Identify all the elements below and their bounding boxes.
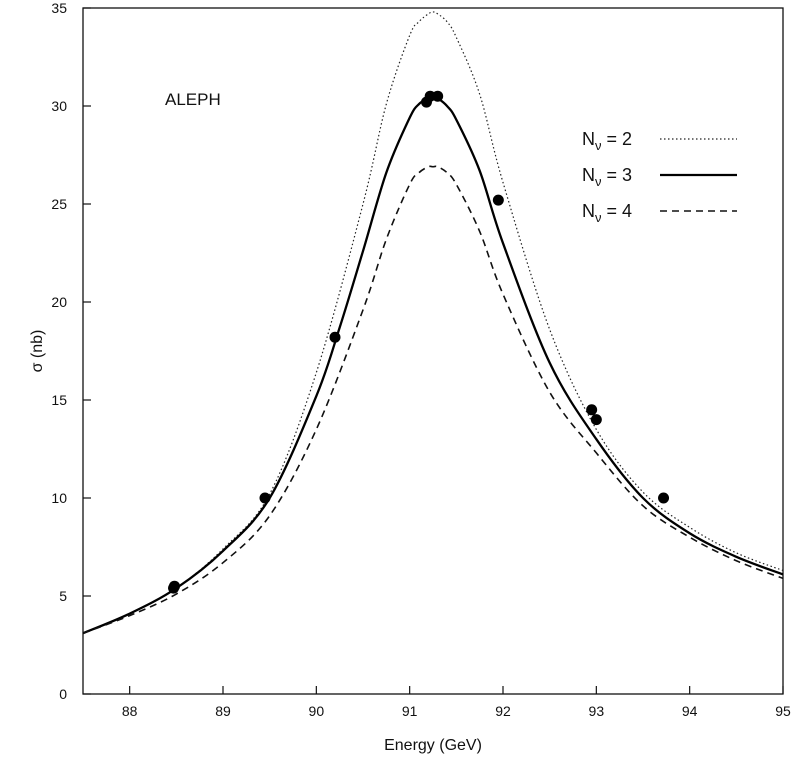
x-tick-label: 91 xyxy=(402,703,418,719)
data-point xyxy=(329,331,341,343)
y-tick-label: 10 xyxy=(51,490,67,506)
y-tick-label: 0 xyxy=(59,686,67,702)
legend: Nν = 2 Nν = 3 Nν = 4 xyxy=(582,129,737,225)
legend-label-2: Nν = 3 xyxy=(582,165,632,189)
x-tick-label: 95 xyxy=(775,703,791,719)
x-tick-label: 92 xyxy=(495,703,511,719)
y-tick-label: 35 xyxy=(51,0,67,16)
data-point xyxy=(168,580,180,592)
data-point xyxy=(492,194,504,206)
x-tick-label: 93 xyxy=(589,703,605,719)
y-tick-label: 5 xyxy=(59,588,67,604)
x-tick-label: 90 xyxy=(309,703,325,719)
axes: 88 89 90 91 92 93 94 95 0 5 10 15 20 25 30 35 xyxy=(51,0,791,719)
x-tick-label: 94 xyxy=(682,703,698,719)
legend-label-1: Nν = 2 xyxy=(582,129,632,153)
data-point xyxy=(432,90,444,102)
y-tick-label: 15 xyxy=(51,392,67,408)
data-point xyxy=(586,404,598,416)
data-point xyxy=(259,492,271,504)
y-tick-label: 30 xyxy=(51,98,67,114)
data-points xyxy=(168,90,670,594)
data-point xyxy=(658,492,670,504)
y-tick-label: 25 xyxy=(51,196,67,212)
series-line-3 xyxy=(82,165,784,634)
plot-frame xyxy=(82,7,784,695)
legend-label-3: Nν = 4 xyxy=(582,201,632,225)
series-line-1 xyxy=(82,11,784,634)
data-point xyxy=(590,414,602,426)
x-axis-title: Energy (GeV) xyxy=(384,737,482,754)
y-axis-title: σ (nb) xyxy=(29,330,46,373)
annotation-label: ALEPH xyxy=(165,90,221,109)
series-line-2 xyxy=(82,95,784,635)
x-tick-label: 89 xyxy=(215,703,231,719)
y-tick-label: 20 xyxy=(51,294,67,310)
x-tick-label: 88 xyxy=(122,703,138,719)
